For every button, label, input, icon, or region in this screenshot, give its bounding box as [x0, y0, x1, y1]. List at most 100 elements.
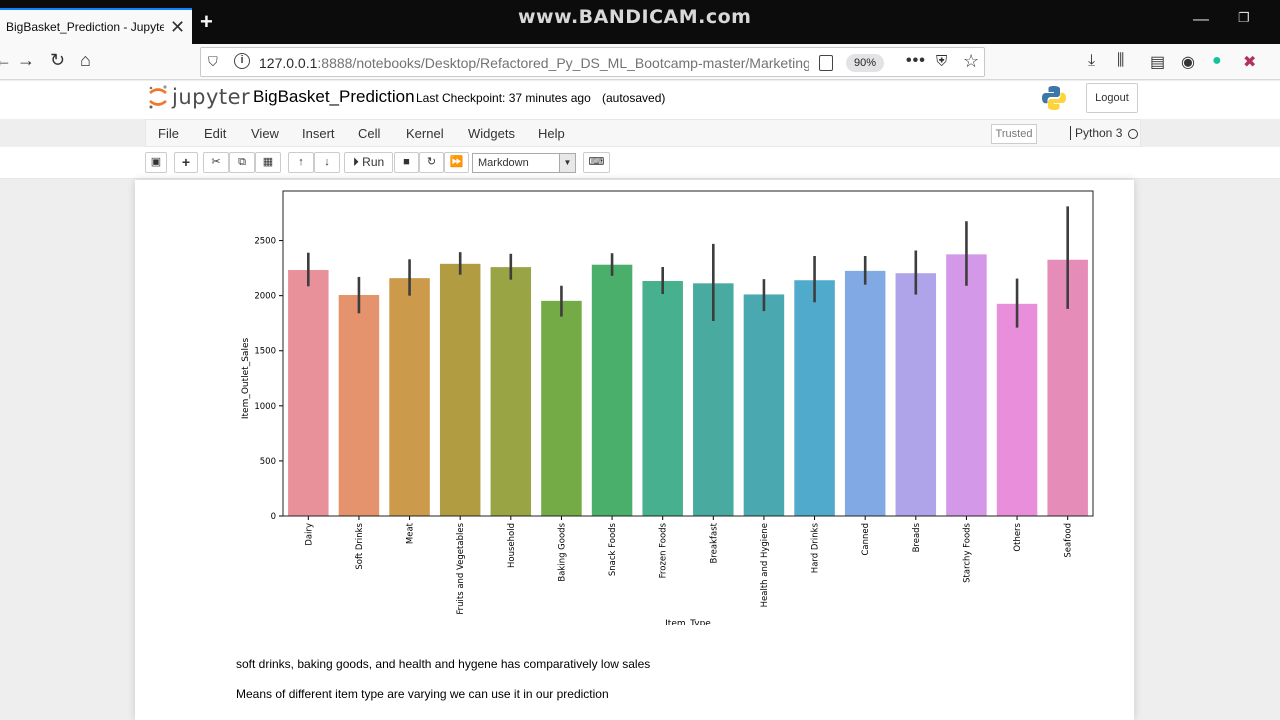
x-tick-label-13: Starchy Foods: [962, 522, 972, 582]
x-tick-label-12: Breads: [912, 522, 922, 552]
sidebar-icon[interactable]: ▤: [1150, 54, 1166, 71]
browser-tab-bar: BigBasket_Prediction - Jupyter N ✕ + www…: [0, 0, 1280, 44]
minimize-window-icon[interactable]: —: [1193, 11, 1209, 28]
paste-icon[interactable]: ▦: [255, 152, 281, 173]
bar-9: [743, 294, 785, 516]
x-tick-label-11: Canned: [861, 523, 871, 556]
plot-frame: [282, 190, 1094, 517]
bar-0: [288, 269, 329, 516]
logout-button[interactable]: Logout: [1086, 83, 1138, 113]
move-up-icon[interactable]: ↑: [288, 152, 314, 173]
browser-tab[interactable]: BigBasket_Prediction - Jupyter N ✕: [0, 8, 192, 44]
x-tick-label-15: Seafood: [1064, 523, 1074, 558]
jupyter-logo-text: jupyter: [172, 85, 251, 109]
trusted-indicator[interactable]: Trusted: [991, 124, 1037, 144]
menu-view[interactable]: View: [251, 126, 279, 141]
restore-window-icon[interactable]: ❐: [1238, 10, 1250, 25]
page-actions-icon[interactable]: •••: [906, 52, 926, 69]
checkpoint-status: Last Checkpoint: 37 minutes ago: [416, 91, 591, 105]
notebook-page: Dairy Soft Drinks Meat Fruits and Vegetable…: [135, 180, 1134, 720]
pocket-icon[interactable]: ⛨: [936, 53, 948, 70]
y-tick-label-0: 0: [271, 512, 276, 522]
library-icon[interactable]: ⫼: [1117, 52, 1125, 69]
url-bar[interactable]: ⛉ i 127.0.0.1:8888/notebooks/Desktop/Ref…: [200, 47, 985, 77]
y-tick-label-4: 2000: [254, 292, 276, 302]
reload-icon[interactable]: ↻: [50, 50, 66, 70]
bar-12: [895, 273, 937, 516]
home-icon[interactable]: ⌂: [80, 50, 91, 70]
menu-help[interactable]: Help: [538, 126, 565, 141]
fast-forward-icon[interactable]: ⏩: [444, 152, 469, 173]
bookmark-star-icon[interactable]: ☆: [963, 51, 980, 71]
jupyter-logo-icon[interactable]: [147, 84, 169, 110]
move-down-icon[interactable]: ↓: [314, 152, 340, 173]
y-tick-label-3: 1500: [254, 347, 276, 357]
info-icon[interactable]: i: [234, 53, 250, 69]
bar-1: [338, 295, 380, 516]
x-tick-label-14: Others: [1013, 522, 1023, 551]
tab-close-icon[interactable]: ✕: [170, 17, 186, 37]
reader-view-icon[interactable]: [819, 55, 833, 71]
y-axis-label: Item_Outlet_Sales: [241, 338, 251, 420]
shield-icon[interactable]: ⛉: [208, 54, 218, 69]
bar-11: [844, 270, 886, 516]
back-arrow-icon[interactable]: ←: [0, 50, 12, 70]
url-host: 127.0.0.1: [259, 55, 318, 71]
run-icon: ⏵: [352, 155, 359, 169]
run-label: Run: [362, 155, 385, 169]
bar-13: [946, 254, 987, 516]
menu-insert[interactable]: Insert: [302, 126, 335, 141]
x-tick-label-7: Frozen Foods: [659, 522, 669, 578]
y-tick-label-2: 1000: [254, 402, 276, 412]
python-logo-icon: [1042, 86, 1066, 110]
kernel-name: Python 3: [1070, 126, 1122, 140]
extension-icon[interactable]: ✖: [1243, 54, 1257, 71]
cell-type-select[interactable]: Markdown ▼: [472, 153, 576, 173]
insert-cell-icon[interactable]: +: [174, 152, 198, 173]
autosave-status: (autosaved): [602, 91, 666, 105]
notebook-name[interactable]: BigBasket_Prediction: [253, 87, 415, 106]
menu-widgets[interactable]: Widgets: [468, 126, 515, 141]
menu-edit[interactable]: Edit: [204, 126, 227, 141]
y-tick-label-1: 500: [260, 457, 276, 467]
bar-14: [996, 303, 1038, 516]
markdown-line-1: soft drinks, baking goods, and health an…: [236, 657, 651, 671]
chevron-down-icon: ▼: [559, 154, 575, 172]
save-icon[interactable]: ▣: [145, 152, 167, 173]
url-text[interactable]: 127.0.0.1:8888/notebooks/Desktop/Refacto…: [259, 55, 809, 71]
menu-kernel[interactable]: Kernel: [406, 126, 444, 141]
new-tab-button[interactable]: +: [200, 9, 213, 34]
download-icon[interactable]: ⤓: [1088, 52, 1096, 69]
bar-2: [389, 278, 430, 516]
x-tick-label-0: Dairy: [304, 523, 314, 546]
menu-file[interactable]: File: [158, 126, 179, 141]
x-tick-label-5: Baking Goods: [557, 522, 567, 581]
zoom-level[interactable]: 90%: [846, 54, 884, 72]
menu-cell[interactable]: Cell: [358, 126, 381, 141]
bar-10: [794, 280, 835, 516]
x-tick-label-9: Health and Hygiene: [760, 523, 770, 607]
x-tick-label-10: Hard Drinks: [811, 522, 821, 573]
recording-watermark: www.BANDICAM.com: [518, 6, 752, 28]
bar-chart: Dairy Soft Drinks Meat Fruits and Vegetable…: [241, 190, 1094, 625]
forward-arrow-icon[interactable]: →: [17, 50, 35, 70]
grammarly-icon[interactable]: ●: [1212, 52, 1222, 69]
x-axis-label: Item_Type: [665, 619, 711, 625]
stop-icon[interactable]: ■: [394, 152, 419, 173]
account-icon[interactable]: ◉: [1181, 54, 1195, 71]
x-tick-label-1: Soft Drinks: [355, 522, 365, 569]
cell-type-value: Markdown: [478, 157, 529, 169]
bar-6: [591, 264, 633, 516]
restart-icon[interactable]: ↻: [419, 152, 444, 173]
url-path: :8888/notebooks/Desktop/Refactored_Py_DS…: [317, 55, 809, 71]
notebook-toolbar: ▣ + ✂ ⧉ ▦ ↑ ↓ ⏵ Run ■ ↻ ⏩ Markdown ▼ ⌨: [0, 147, 1280, 179]
run-button[interactable]: ⏵ Run: [344, 152, 393, 173]
x-tick-label-3: Fruits and Vegetables: [456, 522, 466, 614]
markdown-line-2: Means of different item type are varying…: [236, 687, 609, 701]
bar-3: [439, 263, 481, 516]
bar-8: [693, 283, 734, 516]
copy-icon[interactable]: ⧉: [229, 152, 255, 173]
cut-icon[interactable]: ✂: [203, 152, 229, 173]
keyboard-icon[interactable]: ⌨: [583, 152, 610, 173]
bar-7: [642, 281, 683, 516]
